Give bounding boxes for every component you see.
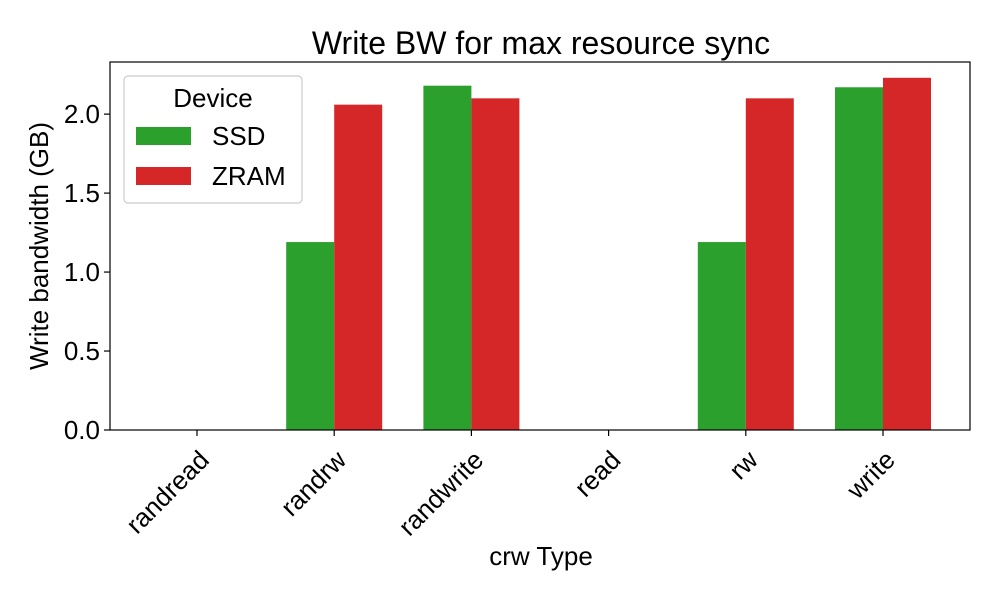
x-tick-label-randwrite: randwrite	[392, 445, 489, 542]
x-tick-label-randread: randread	[120, 445, 215, 540]
bar-zram-randwrite	[471, 98, 520, 431]
y-tick-label-4: 2.0	[64, 99, 100, 129]
x-tick-label-read: read	[568, 445, 626, 503]
legend-label-zram: ZRAM	[212, 161, 286, 191]
x-tick-label-write: write	[840, 445, 901, 506]
bar-zram-randrw	[334, 104, 383, 431]
y-tick-label-3: 1.5	[64, 178, 100, 208]
bar-zram-write	[883, 77, 931, 430]
bar-ssd-randwrite	[423, 85, 472, 431]
y-tick-label-2: 1.0	[64, 257, 100, 287]
x-tick-label-randrw: randrw	[275, 444, 353, 522]
legend-swatch-zram	[136, 167, 191, 185]
y-axis-label: Write bandwidth (GB)	[24, 122, 54, 370]
legend: Device SSD ZRAM	[123, 75, 303, 204]
y-tick-label-0: 0.0	[64, 415, 100, 445]
bar-zram-rw	[745, 98, 794, 431]
chart-title: Write BW for max resource sync	[312, 25, 770, 61]
bar-ssd-randrw	[286, 242, 335, 430]
bar-ssd-rw	[697, 242, 746, 430]
x-axis-label: crw Type	[489, 541, 593, 571]
plot-frame	[109, 61, 971, 431]
legend-title: Device	[173, 83, 252, 113]
bar-ssd-write	[835, 87, 883, 430]
legend-label-ssd: SSD	[212, 121, 265, 151]
legend-swatch-ssd	[136, 127, 191, 145]
x-tick-label-rw: rw	[723, 444, 764, 485]
y-tick-label-1: 0.5	[64, 336, 100, 366]
